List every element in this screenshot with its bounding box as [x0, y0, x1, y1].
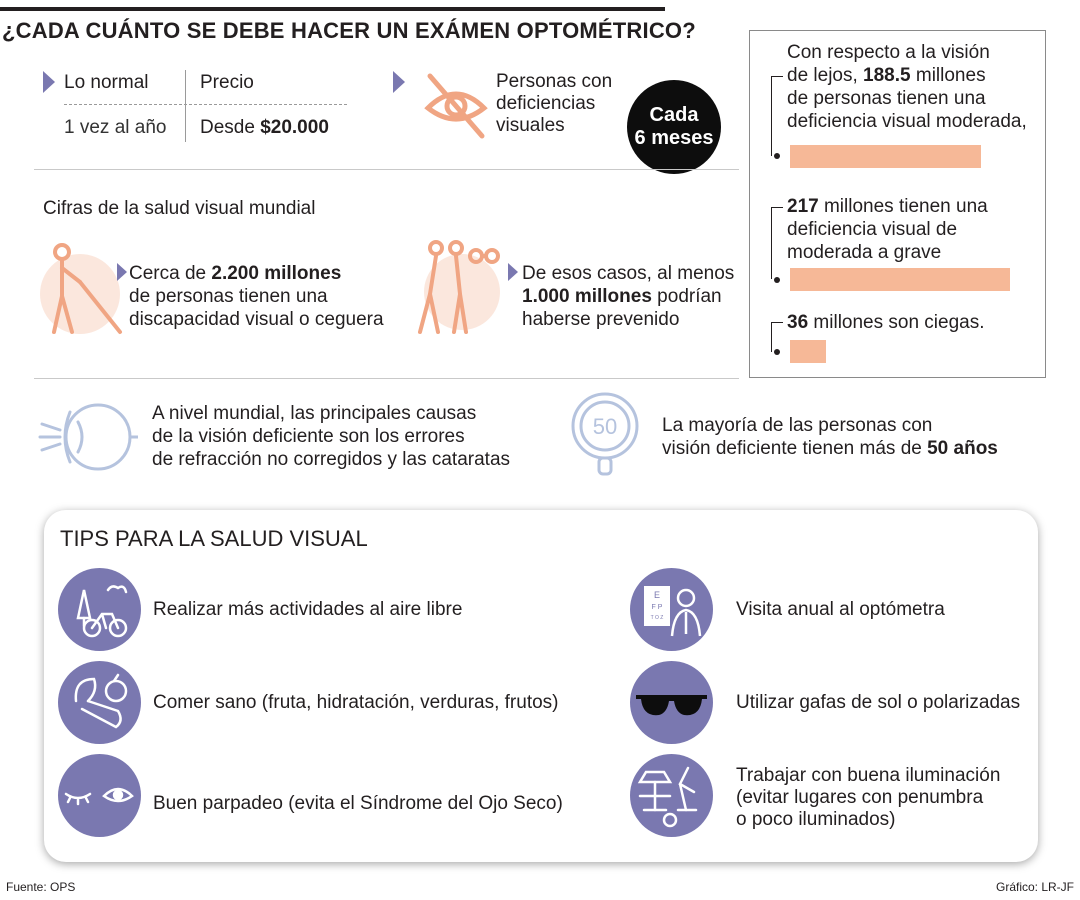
- svg-text:E: E: [654, 590, 660, 600]
- stats-panel: Con respecto a la visión de lejos, 188.5…: [749, 30, 1046, 378]
- title-rule: [0, 7, 665, 11]
- panel-bracket-tick: [771, 322, 783, 323]
- age-text: La mayoría de las personas con visión de…: [662, 415, 998, 459]
- footer-credit: Gráfico: LR-JF: [995, 880, 1074, 894]
- footer-source: Fuente: OPS: [6, 880, 76, 894]
- pricing-col2-value: Desde $20.000: [200, 117, 329, 138]
- panel-bracket: [771, 207, 779, 279]
- pointer-triangle: [393, 71, 405, 93]
- pricing-col1-value: 1 vez al año: [64, 117, 167, 138]
- blink-eye-icon: [64, 787, 134, 806]
- tip-icon-circle: E F P T O Z: [630, 568, 713, 651]
- panel-bracket: [771, 76, 779, 156]
- age-50-number: 50: [593, 414, 617, 439]
- bar-moderate: [790, 145, 981, 168]
- tip-text: Visita anual al optómetra: [736, 599, 945, 620]
- tip-icon-circle: [58, 754, 141, 837]
- pricing-col1-header: Lo normal: [64, 72, 149, 93]
- panel-bullet: [774, 153, 780, 159]
- pointer-triangle: [117, 263, 127, 281]
- tip-text: Buen parpadeo (evita el Síndrome del Ojo…: [153, 793, 563, 814]
- panel-bracket-tick: [771, 76, 783, 77]
- svg-text:F P: F P: [652, 604, 663, 611]
- tip-text-multiline: Trabajar con buena iluminación (evitar l…: [736, 765, 1001, 830]
- eye-anatomy-icon: [38, 403, 138, 471]
- eye-crossed-icon: [424, 73, 488, 139]
- panel-bullet: [774, 349, 780, 355]
- optometrist-icon: E F P T O Z: [644, 586, 702, 637]
- tip-icon-circle: [630, 661, 713, 744]
- frequency-badge: Cada 6 meses: [627, 80, 721, 174]
- vegetables-icon: [74, 673, 128, 729]
- tips-heading: TIPS PARA LA SALUD VISUAL: [60, 526, 368, 551]
- world-heading: Cifras de la salud visual mundial: [43, 198, 316, 219]
- tip-icon-circle: [58, 661, 141, 744]
- causes-text: A nivel mundial, las principales causas …: [152, 403, 511, 470]
- sunglasses-icon: [636, 695, 707, 716]
- pointer-triangle: [508, 263, 518, 281]
- panel-item-3-text: 36 millones son ciegas.: [787, 312, 985, 333]
- pricing-col2-header: Precio: [200, 72, 254, 93]
- tip-icon-circle: [58, 568, 141, 651]
- bar-moderate-severe: [790, 268, 1010, 291]
- svg-text:T O Z: T O Z: [651, 615, 664, 621]
- section-divider: [34, 378, 739, 379]
- pricing-divider: [185, 70, 186, 142]
- tip-text: Realizar más actividades al aire libre: [153, 599, 463, 620]
- blind-person-icon: [40, 243, 122, 334]
- section-divider: [34, 169, 739, 170]
- stat-2200-text: Cerca de 2.200 millones de personas tien…: [129, 263, 384, 330]
- pointer-triangle: [43, 71, 55, 93]
- tip-text: Utilizar gafas de sol o polarizadas: [736, 692, 1021, 713]
- deficiency-label: Personas con deficiencias visuales: [496, 71, 613, 136]
- panel-bullet: [774, 277, 780, 283]
- stat-1000-text: De esos casos, al menos 1.000 millones p…: [522, 263, 735, 330]
- tips-card: TIPS PARA LA SALUD VISUAL Realizar más a…: [44, 510, 1038, 862]
- pricing-dash-line: [64, 104, 347, 105]
- tip-text: Comer sano (fruta, hidratación, verduras…: [153, 692, 559, 713]
- panel-item-1-text: Con respecto a la visión de lejos, 188.5…: [787, 42, 1027, 132]
- tip-icon-circle: [630, 754, 713, 837]
- outdoor-bike-icon: [76, 585, 128, 638]
- panel-bracket: [771, 322, 779, 352]
- page-title: ¿CADA CUÁNTO SE DEBE HACER UN EXÁMEN OPT…: [2, 18, 696, 43]
- panel-bracket-tick: [771, 207, 783, 208]
- panel-item-2-text: 217 millones tienen una deficiencia visu…: [787, 196, 988, 263]
- bar-blind: [790, 340, 826, 363]
- age-50-icon: 50: [571, 392, 639, 476]
- lamp-icon: [637, 766, 698, 828]
- assisted-people-icon: [418, 240, 500, 334]
